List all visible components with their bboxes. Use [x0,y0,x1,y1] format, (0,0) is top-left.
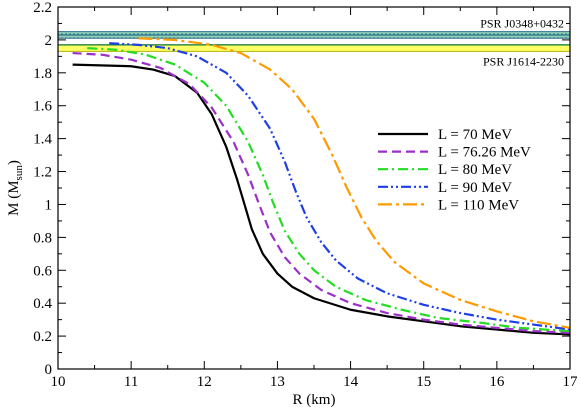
x-tick-label: 10 [51,374,66,390]
y-tick-label: 2.2 [33,0,52,16]
legend-label-2: L = 80 MeV [438,162,512,178]
axis-ticks [57,6,571,370]
x-axis-title: R (km) [293,392,336,408]
series-line-3 [109,42,571,331]
y-axis-title-sub: sun [13,165,25,181]
y-tick-label: 0.6 [33,263,52,279]
x-tick-label: 14 [343,374,359,390]
x-tick-label: 16 [489,374,505,390]
y-tick-label: 1.6 [33,99,52,115]
y-tick-label: 1.8 [33,66,52,82]
band-0-label: PSR J0348+0432 [480,17,564,31]
y-tick-label: 0.2 [33,329,52,345]
legend-label-4: L = 110 MeV [438,197,519,213]
y-tick-label: 0.8 [33,230,52,246]
y-tick-label: 2 [45,33,53,49]
y-tick-label: 1.2 [33,165,52,181]
series-line-0 [72,63,571,336]
legend-label-3: L = 90 MeV [438,180,512,196]
y-axis-title: M (Msun) [6,160,25,216]
x-tick-label: 11 [124,374,138,390]
constraint-bands: PSR J0348+0432 PSR J1614-2230 [58,17,570,68]
y-axis-title-main: M (M [6,180,22,215]
legend-label-0: L = 70 MeV [438,127,512,143]
x-tick-label: 17 [563,374,579,390]
y-axis-title-close: ) [6,160,22,165]
y-tick-label: 0 [45,362,53,378]
series-line-1 [72,51,571,334]
series-line-2 [87,47,571,333]
y-tick-label: 1 [45,197,53,213]
tick-labels: 10 11 12 13 14 15 16 17 0 0.2 0.4 0.6 0.8 1 1.2 1.4 1.6 1… [33,0,578,390]
x-tick-label: 15 [416,374,431,390]
legend-label-1: L = 76.26 MeV [438,145,531,161]
series-line-4 [138,37,571,329]
series-group [72,37,571,336]
band-1 [58,44,570,52]
y-tick-label: 0.4 [33,296,52,312]
x-tick-label: 12 [197,374,212,390]
band-1-label: PSR J1614-2230 [483,54,564,68]
y-tick-label: 1.4 [33,132,52,148]
x-tick-label: 13 [270,374,285,390]
